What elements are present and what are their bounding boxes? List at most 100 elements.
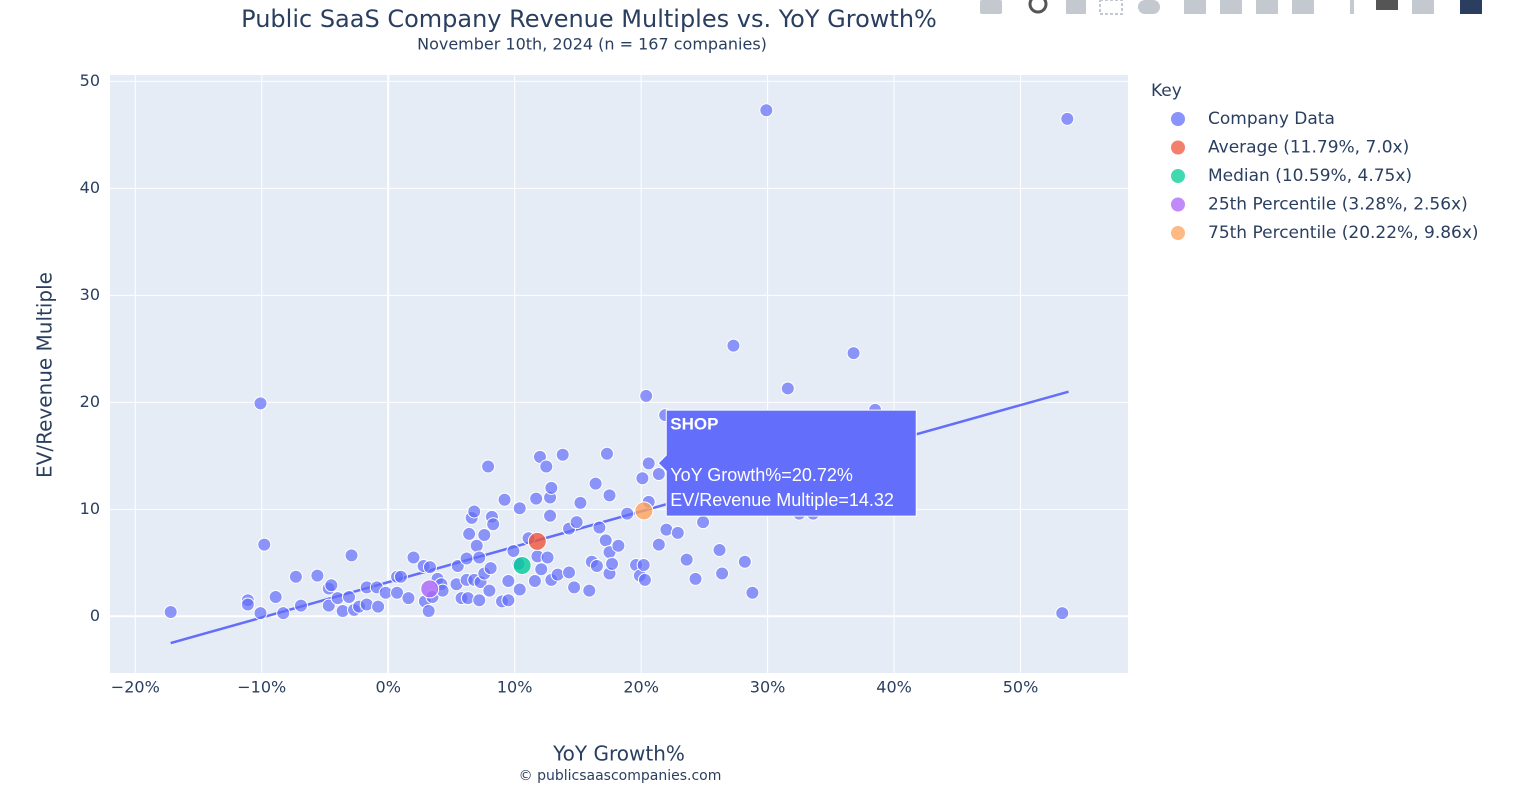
legend-marker — [1171, 169, 1185, 183]
zoom-in-button[interactable] — [1184, 0, 1206, 14]
point — [636, 557, 651, 572]
point — [780, 381, 795, 396]
point — [562, 565, 577, 580]
y-tick-label: 20 — [80, 392, 100, 411]
point — [726, 338, 741, 353]
point — [276, 606, 291, 621]
point — [1055, 606, 1070, 621]
point — [745, 585, 760, 600]
legend-label: Median (10.59%, 4.75x) — [1208, 166, 1412, 186]
point — [550, 567, 565, 582]
x-tick-label: 0% — [376, 678, 401, 697]
pan-button[interactable] — [1066, 0, 1086, 14]
point — [634, 501, 654, 521]
point — [420, 579, 440, 599]
x-tick-label: 20% — [623, 678, 659, 697]
point — [253, 396, 268, 411]
point — [598, 533, 613, 548]
point — [569, 515, 584, 530]
chart-subtitle: November 10th, 2024 (n = 167 companies) — [417, 35, 767, 54]
point — [401, 591, 416, 606]
autoscale-button[interactable] — [1256, 0, 1278, 14]
point — [534, 562, 549, 577]
tooltip-line: YoY Growth%=20.72% — [670, 465, 853, 485]
point — [679, 552, 694, 567]
select-button[interactable] — [1099, 0, 1123, 15]
legend-marker — [1171, 197, 1185, 212]
y-tick-label: 30 — [80, 285, 100, 304]
point — [670, 525, 685, 540]
point — [393, 569, 408, 584]
legend-label: Company Data — [1208, 109, 1335, 129]
point — [497, 492, 512, 507]
grid — [110, 75, 1128, 673]
point — [599, 446, 614, 461]
plotly-logo[interactable] — [1460, 0, 1482, 14]
point — [163, 605, 178, 620]
point — [544, 480, 559, 495]
point — [639, 388, 654, 403]
point — [611, 538, 626, 553]
point — [592, 520, 607, 535]
point — [321, 598, 336, 613]
point — [406, 550, 421, 565]
legend-label: Average (11.79%, 7.0x) — [1208, 138, 1409, 158]
point — [532, 449, 547, 464]
y-tick-label: 0 — [90, 606, 100, 625]
point — [460, 591, 475, 606]
point — [467, 504, 482, 519]
point — [527, 574, 542, 588]
point — [390, 585, 405, 600]
point — [543, 508, 558, 523]
tooltip-title: SHOP — [670, 415, 718, 434]
lasso-button[interactable] — [1138, 0, 1160, 14]
y-tick-label: 50 — [80, 71, 100, 90]
x-tick-label: 40% — [876, 678, 912, 697]
camera-button[interactable] — [980, 0, 1002, 14]
y-tick-label: 10 — [80, 499, 100, 518]
x-tick-label: −10% — [237, 678, 286, 697]
point — [555, 447, 570, 462]
tooltip-box — [657, 409, 917, 517]
zoom-out-button[interactable] — [1220, 0, 1242, 14]
point — [253, 606, 268, 621]
point — [506, 544, 521, 559]
chart-title: Public SaaS Company Revenue Multiples vs… — [241, 5, 937, 33]
y-axis-label: EV/Revenue Multiple — [33, 272, 57, 478]
point — [483, 561, 498, 576]
point — [371, 599, 386, 614]
hover-closest-button[interactable] — [1376, 0, 1398, 10]
point — [459, 551, 474, 566]
point — [293, 598, 308, 613]
point — [512, 582, 527, 597]
x-tick-label: 50% — [1003, 678, 1039, 697]
legend-label: 25th Percentile (3.28%, 2.56x) — [1208, 195, 1468, 215]
point — [359, 597, 374, 612]
point — [421, 603, 436, 618]
point — [1060, 111, 1075, 126]
point — [540, 550, 555, 565]
point — [846, 346, 861, 361]
point — [422, 560, 437, 575]
point — [481, 459, 496, 474]
y-tick-label: 40 — [80, 178, 100, 197]
tooltip-line: EV/Revenue Multiple=14.32 — [670, 490, 894, 510]
point — [637, 572, 652, 587]
point — [512, 501, 527, 516]
point — [602, 488, 617, 503]
point — [344, 548, 359, 563]
point — [589, 559, 604, 574]
point — [527, 531, 547, 551]
point — [688, 571, 703, 586]
point — [641, 456, 656, 471]
point — [501, 574, 516, 588]
zoom-button[interactable] — [1028, 0, 1048, 14]
point — [759, 103, 774, 118]
menu-button[interactable] — [1350, 0, 1354, 14]
legend-marker — [1171, 226, 1185, 240]
point — [268, 590, 283, 605]
hover-compare-button[interactable] — [1412, 0, 1434, 14]
reset-button[interactable] — [1292, 0, 1314, 14]
point — [635, 471, 650, 486]
